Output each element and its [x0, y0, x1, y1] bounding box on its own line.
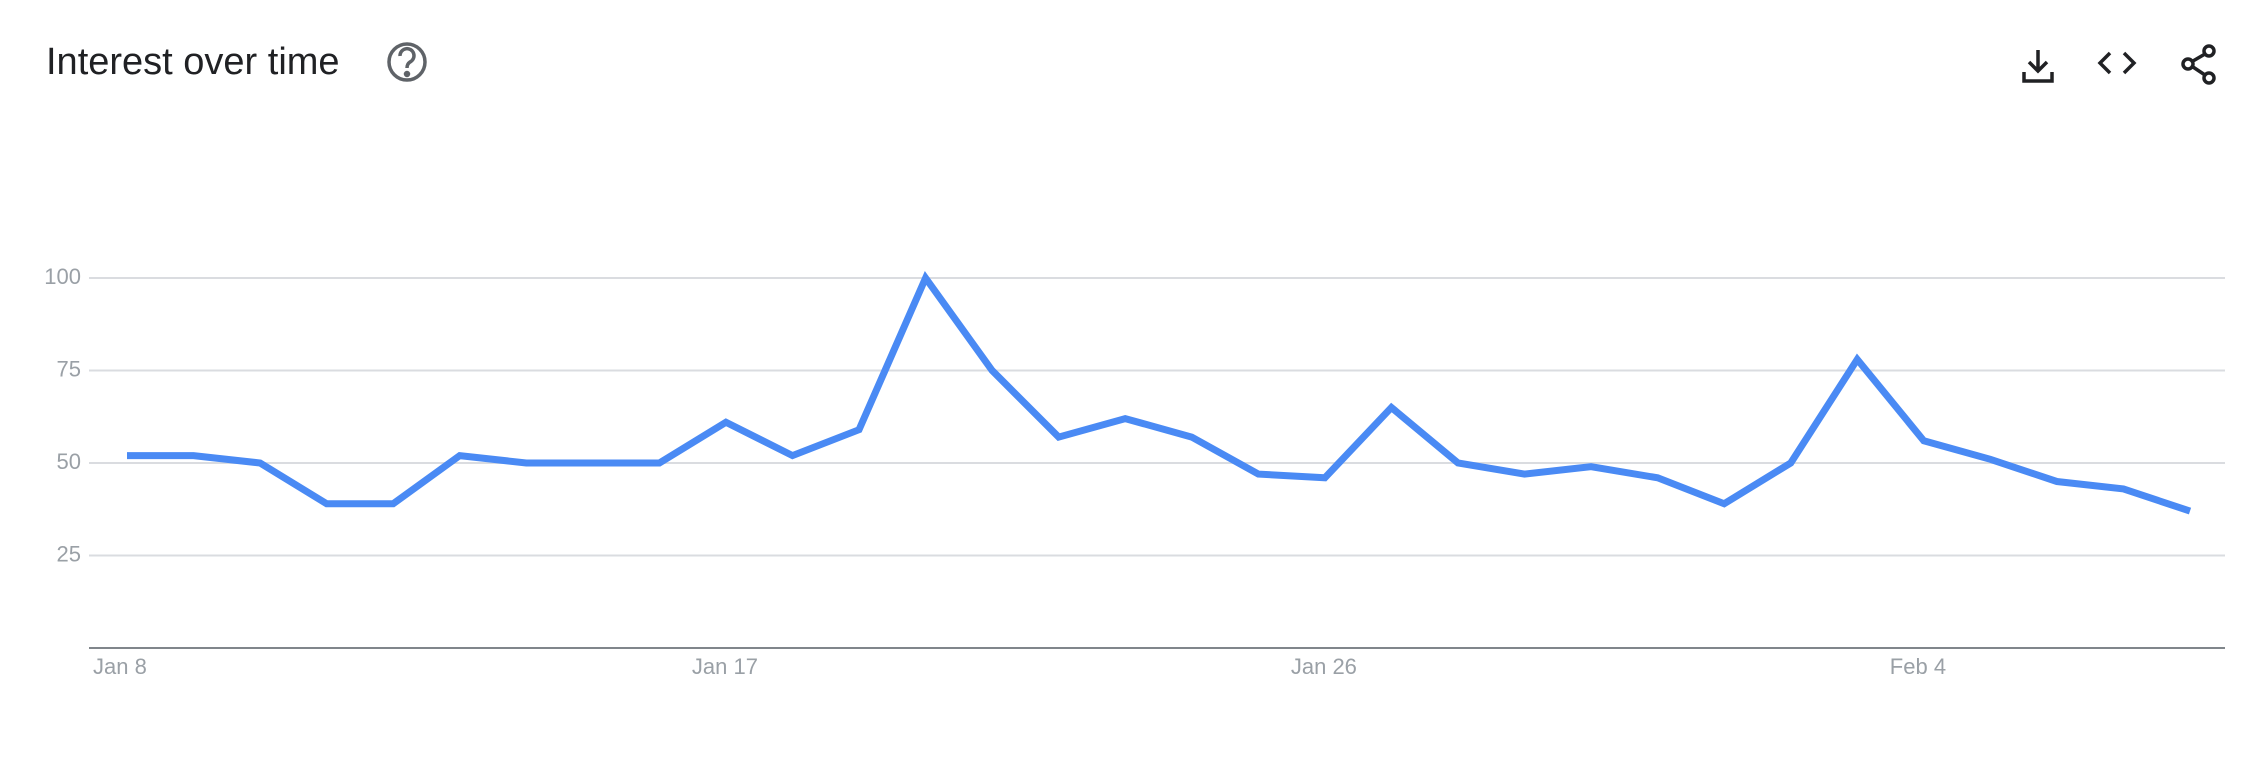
x-tick-label: Jan 8 — [93, 654, 147, 679]
x-tick-label: Feb 4 — [1890, 654, 1946, 679]
y-tick-label: 25 — [57, 541, 81, 566]
y-tick-label: 100 — [44, 264, 81, 289]
share-icon[interactable] — [2181, 44, 2216, 85]
y-tick-label: 50 — [57, 449, 81, 474]
help-icon[interactable] — [387, 42, 427, 82]
trend-line — [127, 270, 2192, 515]
embed-icon[interactable] — [2097, 51, 2137, 75]
x-tick-label: Jan 26 — [1291, 654, 1357, 679]
y-tick-label: 75 — [57, 356, 81, 381]
download-icon[interactable] — [2022, 50, 2054, 83]
chart-title: Interest over time — [46, 41, 340, 83]
x-tick-label: Jan 17 — [692, 654, 758, 679]
